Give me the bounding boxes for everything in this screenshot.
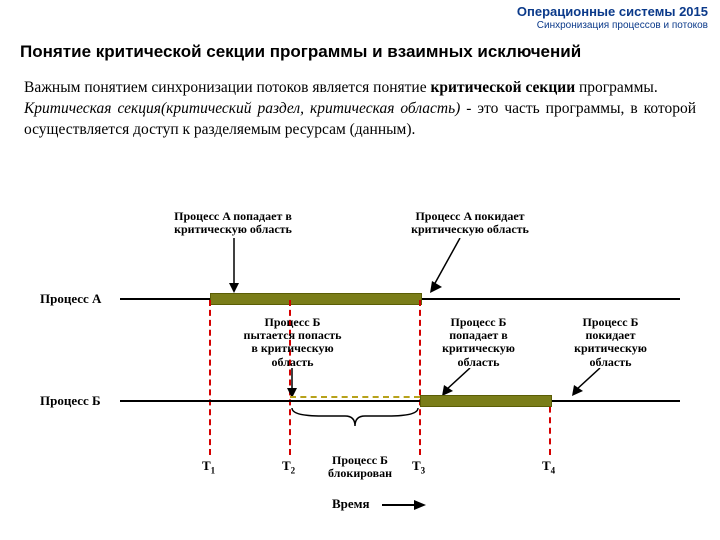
para-def-ital: Критическая секция(критический раздел, к… xyxy=(24,100,460,117)
dash-t1 xyxy=(209,300,211,455)
tick-t2: T2 xyxy=(282,458,295,476)
arrow-a-enter xyxy=(226,238,242,293)
tick-t3: T3 xyxy=(412,458,425,476)
timeline-b xyxy=(120,400,680,402)
para-bold: критической секции xyxy=(430,79,575,96)
annot-a-enter: Процесс A попадает вкритическую область xyxy=(158,210,308,236)
annot-b-blocked: Процесс Бблокирован xyxy=(320,454,400,480)
bar-b-critical xyxy=(420,395,552,407)
arrow-a-leave xyxy=(430,238,490,293)
para-lead: Важным понятием синхронизации потоков яв… xyxy=(24,79,430,96)
critical-section-diagram: Процесс A попадает вкритическую область … xyxy=(40,210,680,530)
header-subtitle: Синхронизация процессов и потоков xyxy=(517,20,708,31)
time-arrow-icon xyxy=(382,499,426,511)
wait-b-dashed xyxy=(290,396,420,398)
body-paragraph: Важным понятием синхронизации потоков яв… xyxy=(24,78,696,141)
arrow-b-enter xyxy=(440,368,480,398)
time-label: Время xyxy=(332,496,370,512)
arrow-b-leave xyxy=(570,368,610,398)
annot-b-leave: Процесс Бпокидаеткритическуюобласть xyxy=(558,316,663,369)
process-b-label: Процесс Б xyxy=(40,393,101,409)
annot-b-try: Процесс Бпытается попастьв критическуюоб… xyxy=(235,316,350,369)
tick-t4: T4 xyxy=(542,458,555,476)
annot-a-leave: Процесс A покидаеткритическую область xyxy=(390,210,550,236)
brace-b-blocked xyxy=(290,406,420,428)
page-title: Понятие критической секции программы и в… xyxy=(20,42,581,62)
tick-t1: T1 xyxy=(202,458,215,476)
para-lead-tail: программы. xyxy=(575,79,658,96)
annot-b-enter: Процесс Бпопадает вкритическуюобласть xyxy=(426,316,531,369)
arrow-b-try xyxy=(284,368,300,398)
header-course: Операционные системы 2015 xyxy=(517,4,708,19)
bar-a-critical xyxy=(210,293,422,305)
dash-t3 xyxy=(419,300,421,455)
process-a-label: Процесс A xyxy=(40,291,101,307)
